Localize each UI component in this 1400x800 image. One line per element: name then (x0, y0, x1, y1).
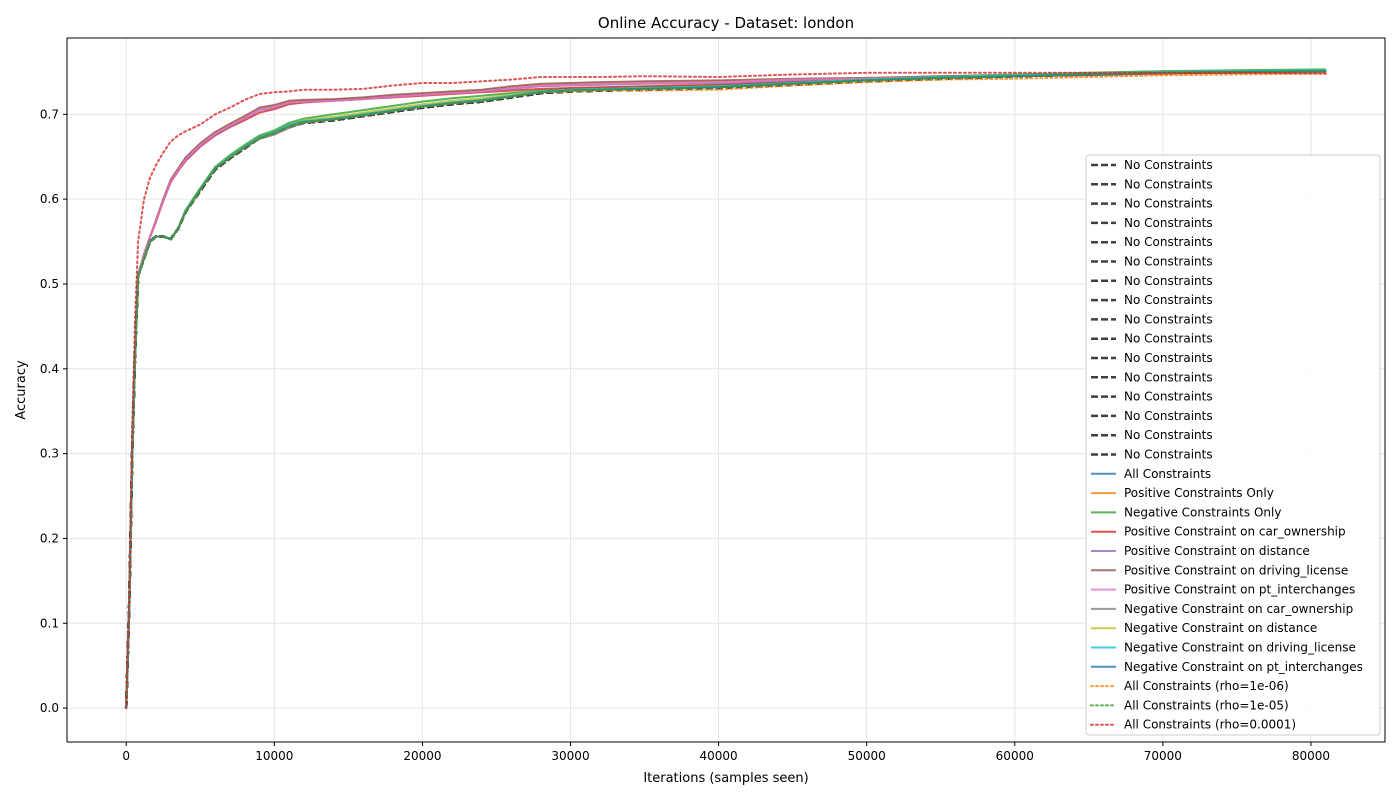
x-tick-label: 30000 (551, 749, 589, 763)
legend-entry: No Constraints (1124, 351, 1213, 365)
plot-frame (66, 37, 1386, 743)
legend-entry: No Constraints (1124, 158, 1213, 172)
legend-entry: All Constraints (rho=1e-05) (1124, 698, 1289, 712)
x-tick-label: 70000 (1144, 749, 1182, 763)
legend-entry: Positive Constraint on driving_license (1124, 563, 1348, 577)
legend-entry: No Constraints (1124, 255, 1213, 269)
chart-title: Online Accuracy - Dataset: london (598, 14, 854, 32)
series-line (125, 70, 1327, 710)
legend-entry: No Constraints (1124, 312, 1213, 326)
x-axis-label: Iterations (samples seen) (643, 771, 808, 786)
legend-entry: Positive Constraint on distance (1124, 544, 1310, 558)
legend-entry: Positive Constraint on car_ownership (1124, 525, 1346, 539)
x-tick-label: 60000 (996, 749, 1034, 763)
legend-entry: No Constraints (1124, 370, 1213, 384)
legend-entry: No Constraints (1124, 332, 1213, 346)
legend: No Constraints No Constraints No Constrain… (1085, 154, 1381, 736)
y-tick-label: 0.0 (40, 701, 59, 715)
legend-items: No Constraints No Constraints No Constrain… (1090, 158, 1363, 732)
legend-entry: Negative Constraint on distance (1124, 621, 1317, 635)
legend-entry: No Constraints (1124, 177, 1213, 191)
legend-entry: No Constraints (1124, 235, 1213, 249)
legend-entry: No Constraints (1124, 216, 1213, 230)
y-tick-label: 0.4 (40, 362, 59, 376)
x-axis-ticks: 0 10000 20000 30000 40000 50000 60000 70000 8000… (122, 742, 1330, 763)
legend-entry: Negative Constraints Only (1124, 505, 1281, 519)
legend-entry: Negative Constraint on driving_license (1124, 641, 1356, 655)
x-tick-label: 80000 (1292, 749, 1330, 763)
x-tick-label: 10000 (255, 749, 293, 763)
legend-entry: Negative Constraint on car_ownership (1124, 602, 1353, 616)
y-tick-label: 0.7 (40, 107, 59, 121)
legend-entry: All Constraints (rho=1e-06) (1124, 679, 1289, 693)
legend-entry: No Constraints (1124, 293, 1213, 307)
legend-entry: No Constraints (1124, 197, 1213, 211)
legend-entry: No Constraints (1124, 390, 1213, 404)
y-tick-label: 0.1 (40, 616, 59, 630)
x-tick-label: 40000 (700, 749, 738, 763)
y-tick-label: 0.5 (40, 277, 59, 291)
y-tick-label: 0.2 (40, 531, 59, 545)
x-tick-label: 0 (122, 749, 130, 763)
y-tick-label: 0.6 (40, 192, 59, 206)
legend-entry: No Constraints (1124, 448, 1213, 462)
legend-entry: All Constraints (1124, 467, 1211, 481)
legend-entry: All Constraints (rho=0.0001) (1124, 718, 1296, 732)
series-line (125, 70, 1326, 709)
y-axis-ticks: 0.0 0.1 0.2 0.3 0.4 0.5 0.6 0.7 (40, 107, 67, 715)
legend-frame (1085, 154, 1381, 736)
legend-entry: No Constraints (1124, 274, 1213, 288)
series-layer (124, 68, 1327, 710)
legend-entry: No Constraints (1124, 409, 1213, 423)
series-line (125, 71, 1327, 710)
legend-entry: No Constraints (1124, 428, 1213, 442)
x-tick-label: 50000 (848, 749, 886, 763)
legend-entry: Positive Constraints Only (1124, 486, 1274, 500)
legend-entry: Positive Constraint on pt_interchanges (1124, 583, 1355, 597)
y-axis-label: Accuracy (14, 360, 29, 420)
y-tick-label: 0.3 (40, 447, 59, 461)
legend-entry: Negative Constraint on pt_interchanges (1124, 660, 1363, 674)
x-tick-label: 20000 (403, 749, 441, 763)
